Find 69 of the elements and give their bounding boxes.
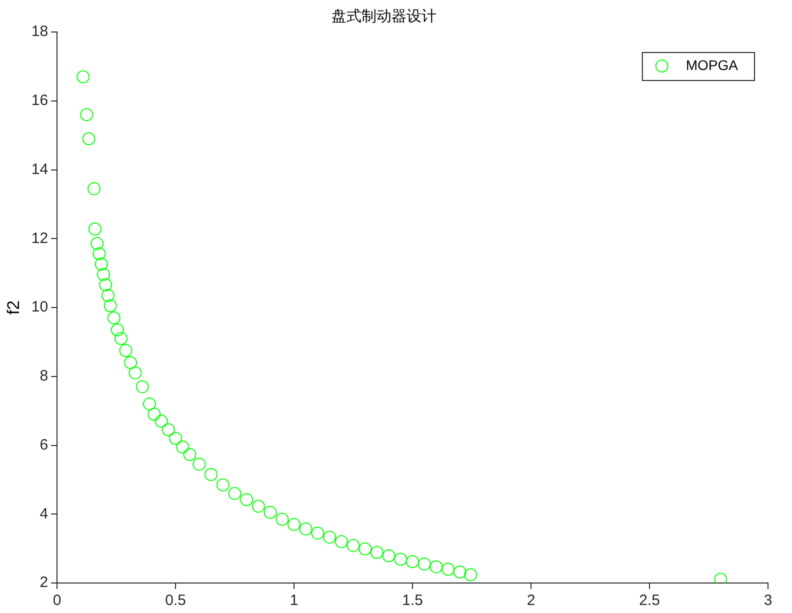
point [94,258,108,271]
point [169,432,182,445]
point [104,299,117,312]
point [394,552,408,566]
point [323,530,336,544]
point [264,506,277,519]
y-tick-label: 18 [31,23,48,40]
point [99,278,112,292]
point [216,478,230,492]
point [430,560,443,574]
point [114,332,128,345]
point [88,222,102,236]
y-tick-label: 16 [31,92,48,110]
point [76,70,90,84]
point [128,366,142,380]
point [92,247,106,260]
point [442,562,455,576]
point [311,526,324,540]
point [111,323,124,336]
point [252,500,266,513]
point [192,458,206,471]
point [107,311,120,324]
point [119,344,132,358]
point [88,182,101,196]
x-tick-label: 1.5 [402,592,423,610]
point [176,440,190,454]
y-tick-label: 2 [40,574,48,592]
point [162,423,175,436]
point [453,565,466,578]
point [240,493,254,506]
x-tick-label: 2.5 [639,592,660,610]
chart-title: 盘式制动器设计 [332,8,436,26]
point [102,288,115,302]
point [148,408,161,421]
point [382,549,396,562]
point [346,538,360,552]
point [124,356,138,370]
point [90,236,104,250]
point [82,132,96,146]
point [464,568,478,582]
point [80,108,94,122]
y-tick-label: 8 [40,368,48,385]
x-tick-label: 0.5 [165,592,186,610]
y-tick-label: 4 [40,505,48,522]
x-tick-label: 2 [526,592,536,610]
y-axis-title: f2 [4,300,23,315]
x-tick-label: 3 [764,592,772,610]
point [228,486,242,500]
point [334,535,348,548]
y-tick-label: 12 [31,230,48,247]
point [418,558,431,571]
point [183,448,196,462]
point [358,542,372,556]
point [370,546,384,559]
x-tick-label: 1 [290,592,298,610]
point [136,380,149,394]
point [204,468,218,482]
point [288,518,301,531]
point [154,414,168,428]
y-tick-label: 6 [40,436,48,454]
x-tick-label: 0 [52,592,62,610]
point [97,268,110,281]
point [406,555,420,568]
point [299,522,312,536]
y-tick-label: 14 [31,160,48,178]
point [143,397,156,410]
legend-label: MOPGA [686,56,739,73]
y-tick-label: 10 [31,298,48,316]
point [276,512,289,526]
